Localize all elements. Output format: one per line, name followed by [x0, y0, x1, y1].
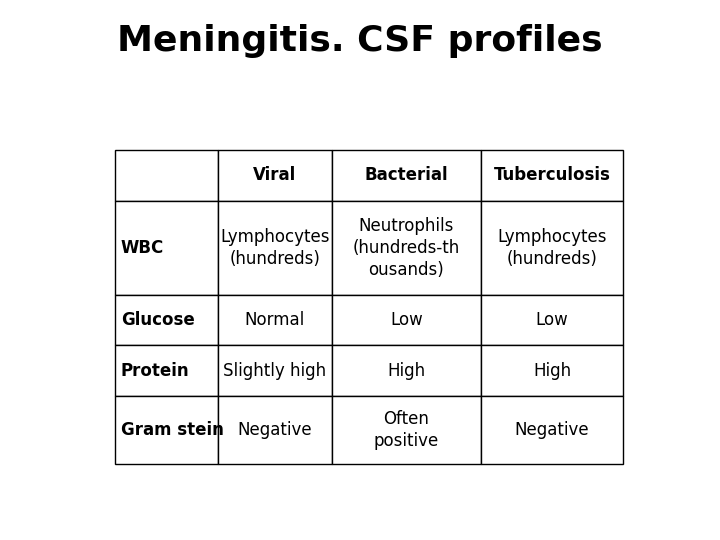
Bar: [482, 295, 623, 346]
Text: Lymphocytes
(hundreds): Lymphocytes (hundreds): [220, 228, 330, 268]
Text: WBC: WBC: [121, 239, 164, 256]
Bar: [331, 346, 482, 396]
Bar: [482, 346, 623, 396]
Bar: [482, 150, 623, 200]
Bar: [217, 346, 331, 396]
Text: Bacterial: Bacterial: [364, 166, 449, 184]
Text: Often
positive: Often positive: [374, 410, 439, 450]
Bar: [331, 200, 482, 295]
Text: Slightly high: Slightly high: [223, 362, 326, 380]
Bar: [115, 200, 217, 295]
Bar: [482, 396, 623, 464]
Bar: [115, 346, 217, 396]
Bar: [331, 396, 482, 464]
Text: High: High: [533, 362, 571, 380]
Bar: [115, 150, 217, 200]
Bar: [115, 396, 217, 464]
Text: Viral: Viral: [253, 166, 297, 184]
Text: High: High: [387, 362, 426, 380]
Text: Normal: Normal: [245, 311, 305, 329]
Text: Gram stein: Gram stein: [121, 421, 224, 439]
Bar: [115, 295, 217, 346]
Bar: [217, 396, 331, 464]
Bar: [217, 200, 331, 295]
Bar: [217, 150, 331, 200]
Text: Protein: Protein: [121, 362, 189, 380]
Text: Tuberculosis: Tuberculosis: [494, 166, 611, 184]
Text: Lymphocytes
(hundreds): Lymphocytes (hundreds): [498, 228, 607, 268]
Text: Meningitis. CSF profiles: Meningitis. CSF profiles: [117, 24, 603, 58]
Bar: [217, 295, 331, 346]
Text: Low: Low: [536, 311, 569, 329]
Text: Glucose: Glucose: [121, 311, 194, 329]
Bar: [331, 150, 482, 200]
Bar: [482, 200, 623, 295]
Text: Negative: Negative: [238, 421, 312, 439]
Bar: [331, 295, 482, 346]
Text: Neutrophils
(hundreds-th
ousands): Neutrophils (hundreds-th ousands): [353, 217, 460, 279]
Text: Negative: Negative: [515, 421, 590, 439]
Text: Low: Low: [390, 311, 423, 329]
